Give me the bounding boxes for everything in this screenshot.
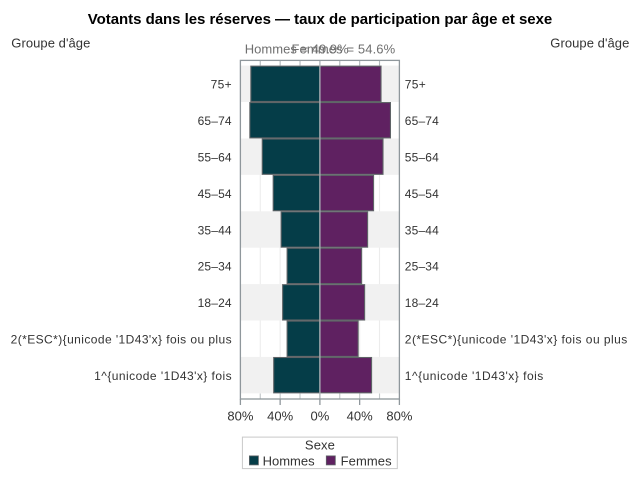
svg-text:0%: 0% <box>311 408 330 423</box>
svg-text:Femmes = 54.6%: Femmes = 54.6% <box>292 41 396 56</box>
svg-text:2(*ESC*){unicode '1D43'x} fois: 2(*ESC*){unicode '1D43'x} fois ou plus <box>405 333 628 347</box>
svg-text:18–24: 18–24 <box>198 296 232 310</box>
svg-text:Femmes: Femmes <box>341 453 393 468</box>
svg-text:2(*ESC*){unicode '1D43'x} fois: 2(*ESC*){unicode '1D43'x} fois ou plus <box>11 333 232 347</box>
svg-text:Votants dans les réserves — ta: Votants dans les réserves — taux de part… <box>88 11 553 28</box>
svg-text:Groupe d'âge: Groupe d'âge <box>550 36 629 51</box>
svg-text:45–54: 45–54 <box>405 187 439 201</box>
svg-text:80%: 80% <box>386 408 412 423</box>
svg-text:55–64: 55–64 <box>405 150 439 164</box>
svg-text:1^{unicode '1D43'x} fois: 1^{unicode '1D43'x} fois <box>94 369 232 383</box>
svg-text:75+: 75+ <box>405 78 426 92</box>
svg-text:Sexe: Sexe <box>305 438 335 453</box>
svg-text:75+: 75+ <box>211 78 232 92</box>
svg-text:45–54: 45–54 <box>198 187 232 201</box>
svg-text:35–44: 35–44 <box>198 223 232 237</box>
svg-text:Hommes = 49.9%: Hommes = 49.9% <box>245 41 349 56</box>
svg-text:35–44: 35–44 <box>405 223 439 237</box>
svg-text:25–34: 25–34 <box>405 260 439 274</box>
svg-text:Groupe d'âge: Groupe d'âge <box>11 36 90 51</box>
svg-text:25–34: 25–34 <box>198 260 232 274</box>
svg-text:80%: 80% <box>227 408 253 423</box>
svg-text:65–74: 65–74 <box>405 114 439 128</box>
svg-text:18–24: 18–24 <box>405 296 439 310</box>
svg-text:Hommes: Hommes <box>263 453 316 468</box>
svg-text:40%: 40% <box>267 408 293 423</box>
svg-text:55–64: 55–64 <box>198 150 232 164</box>
svg-text:65–74: 65–74 <box>198 114 232 128</box>
svg-text:1^{unicode '1D43'x} fois: 1^{unicode '1D43'x} fois <box>405 369 544 383</box>
svg-text:40%: 40% <box>347 408 373 423</box>
